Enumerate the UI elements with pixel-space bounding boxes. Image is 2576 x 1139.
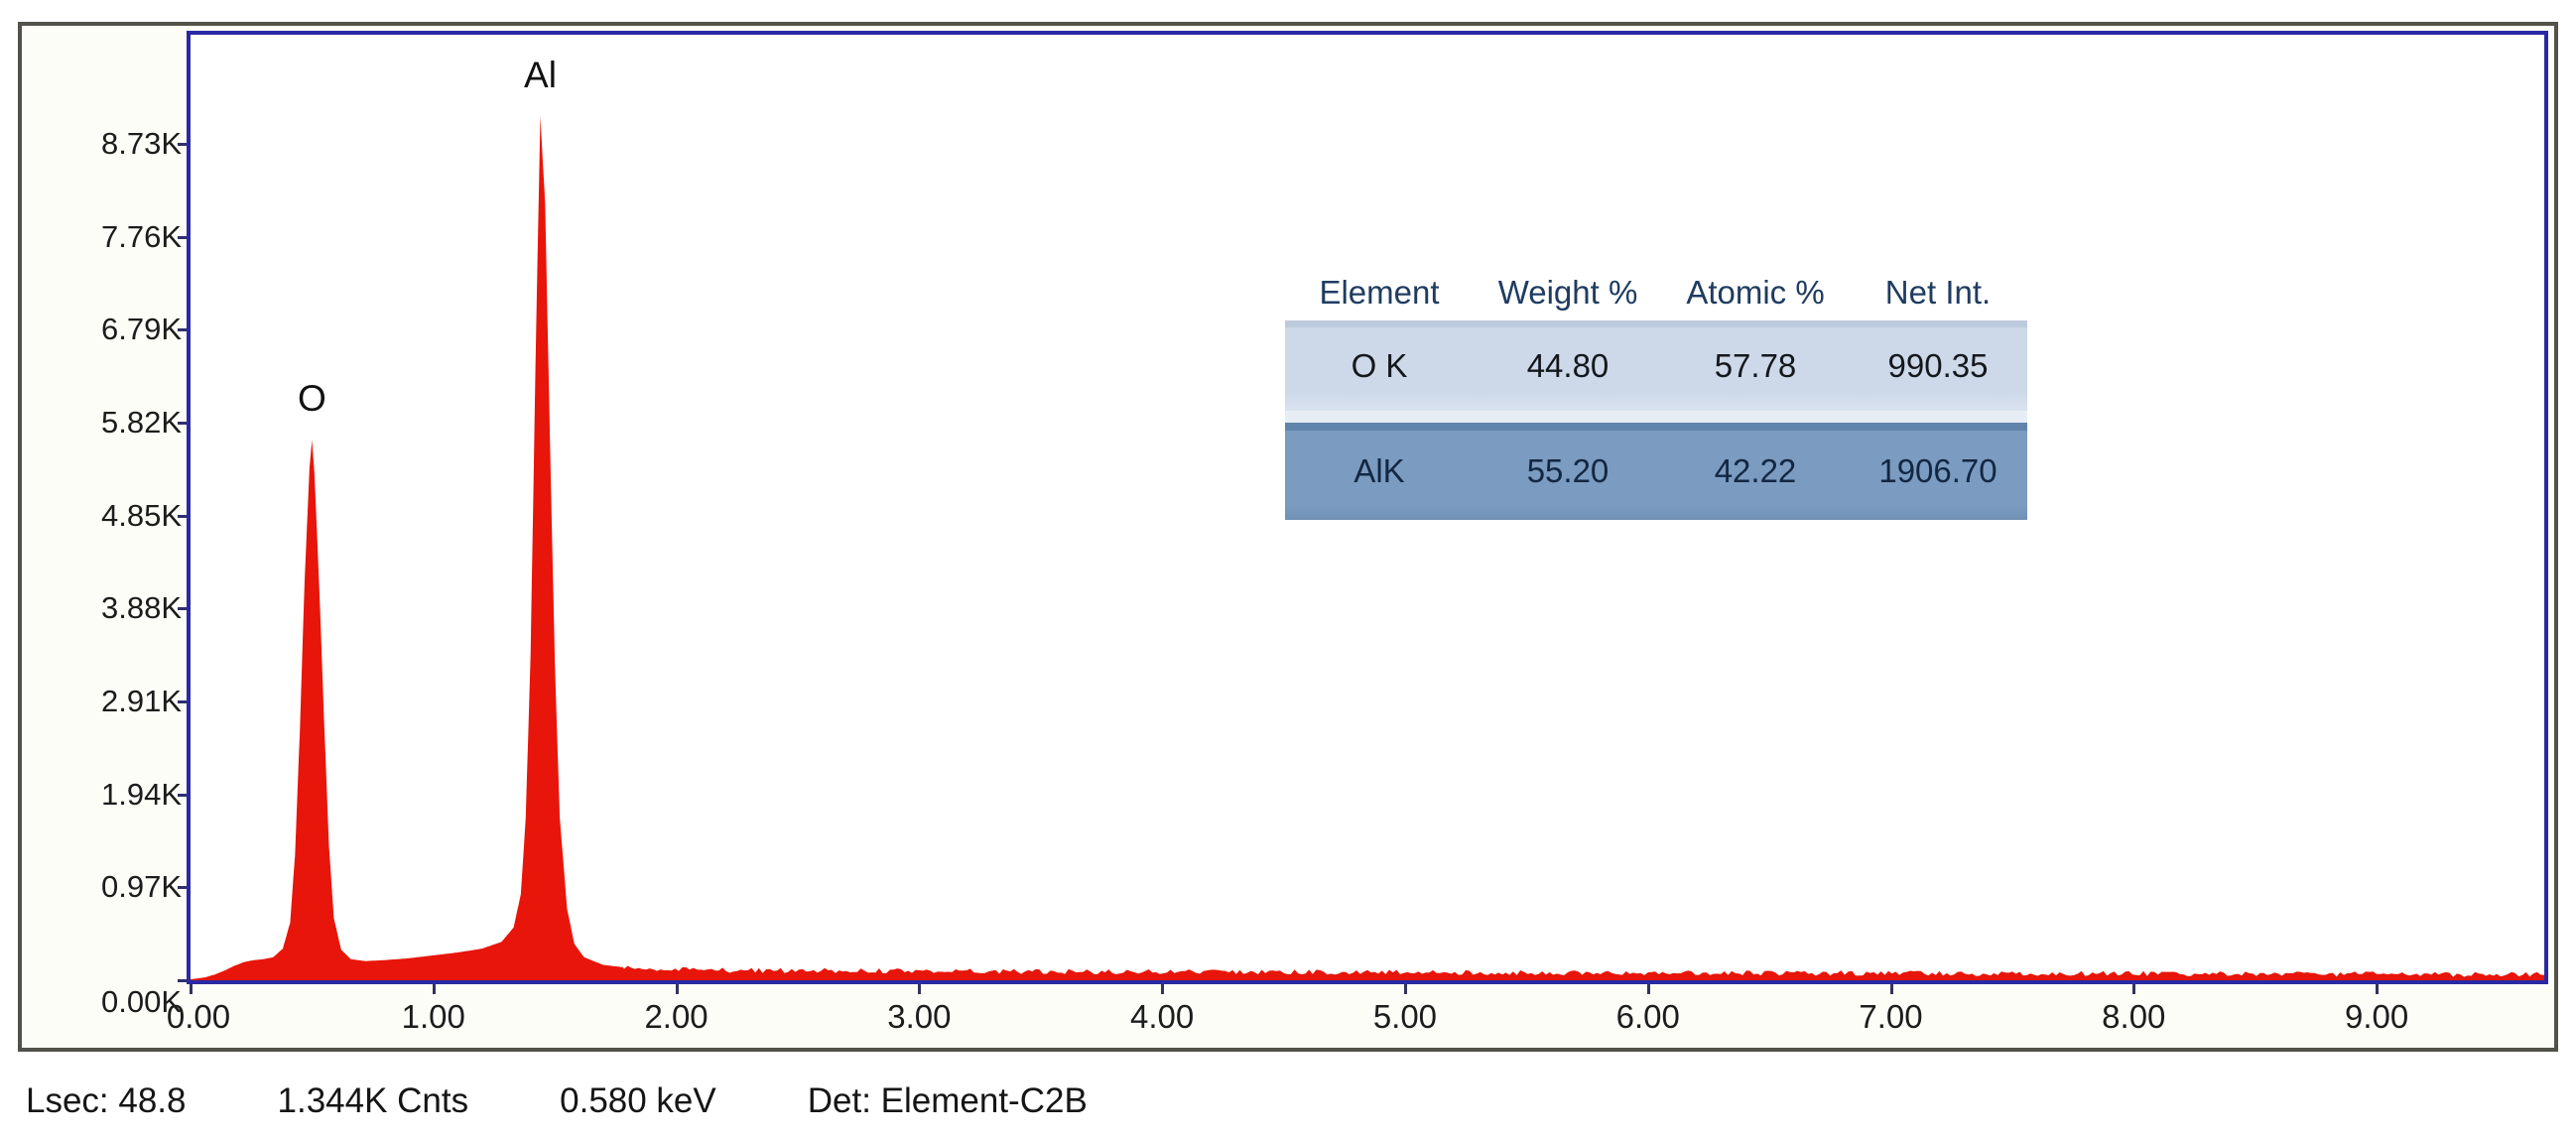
results-table-header: Element Weight % Atomic % Net Int. bbox=[1285, 270, 2027, 316]
x-axis-tick bbox=[1403, 984, 1407, 994]
cell-atomic: 57.78 bbox=[1714, 346, 1797, 384]
header-net-int: Net Int. bbox=[1884, 274, 1992, 311]
y-axis-tick-label: 4.85K bbox=[100, 497, 182, 533]
table-row-aluminum: AlK 55.20 42.22 1906.70 bbox=[1285, 423, 2027, 520]
peak-label-al: Al bbox=[524, 55, 557, 96]
header-weight: Weight % bbox=[1497, 274, 1638, 311]
y-axis-tick bbox=[178, 793, 187, 797]
y-axis-tick-label: 0.00K bbox=[100, 984, 182, 1019]
cell-weight: 44.80 bbox=[1526, 346, 1610, 384]
y-axis-tick-label: 2.91K bbox=[100, 684, 182, 719]
y-axis-tick bbox=[178, 328, 187, 332]
y-axis-tick-label: 3.88K bbox=[100, 590, 182, 626]
cell-weight: 55.20 bbox=[1526, 452, 1610, 489]
x-axis-tick bbox=[1161, 984, 1165, 994]
y-axis-tick-label: 0.97K bbox=[100, 869, 182, 905]
x-axis-tick-label: 9.00 bbox=[2344, 998, 2409, 1035]
y-axis-tick bbox=[178, 422, 187, 426]
x-axis-tick-label: 4.00 bbox=[1130, 998, 1195, 1035]
x-axis-tick-label: 3.00 bbox=[887, 998, 952, 1035]
x-axis-tick-label: 7.00 bbox=[1859, 998, 1923, 1035]
cell-element: AlK bbox=[1353, 452, 1405, 489]
cell-element: O K bbox=[1351, 346, 1408, 384]
cell-atomic: 42.22 bbox=[1714, 452, 1797, 489]
y-axis-tick-label: 5.82K bbox=[100, 405, 182, 441]
results-table: Element Weight % Atomic % Net Int. O K 4… bbox=[1285, 270, 2027, 520]
y-axis-tick-label: 7.76K bbox=[100, 218, 182, 254]
status-counts: 1.344K Cnts bbox=[277, 1081, 469, 1120]
status-detector: Det: Element-C2B bbox=[807, 1081, 1088, 1120]
x-axis-tick-label: 8.00 bbox=[2102, 998, 2166, 1035]
status-cursor-kev: 0.580 keV bbox=[560, 1081, 716, 1120]
x-axis-tick bbox=[432, 984, 436, 994]
x-axis-tick-label: 6.00 bbox=[1615, 998, 1680, 1035]
x-axis-tick-label: 1.00 bbox=[401, 998, 465, 1035]
header-atomic: Atomic % bbox=[1686, 274, 1825, 311]
status-bar: Lsec: 48.8 1.344K Cnts 0.580 keV Det: El… bbox=[26, 1081, 1088, 1121]
y-axis-tick-label: 1.94K bbox=[100, 776, 182, 812]
x-axis-tick bbox=[1646, 984, 1650, 994]
y-axis-tick-label: 6.79K bbox=[100, 312, 182, 347]
x-axis-tick bbox=[190, 984, 193, 994]
peak-label-o: O bbox=[298, 378, 326, 420]
x-axis-tick bbox=[2376, 984, 2380, 994]
x-axis-tick bbox=[918, 984, 922, 994]
y-axis-tick bbox=[178, 979, 187, 982]
table-row-oxygen: O K 44.80 57.78 990.35 bbox=[1285, 320, 2027, 411]
status-lsec: Lsec: 48.8 bbox=[26, 1081, 187, 1120]
y-axis-tick bbox=[178, 514, 187, 518]
y-axis-tick bbox=[178, 607, 187, 611]
x-axis-tick-label: 0.00 bbox=[166, 998, 231, 1035]
y-axis-tick bbox=[178, 235, 187, 239]
cell-net-int: 990.35 bbox=[1887, 346, 1989, 384]
y-axis-tick-label: 8.73K bbox=[100, 126, 182, 162]
x-axis-tick bbox=[1889, 984, 1893, 994]
x-axis-tick-label: 2.00 bbox=[644, 998, 708, 1035]
x-axis-tick-label: 5.00 bbox=[1372, 998, 1438, 1035]
x-axis-tick bbox=[675, 984, 679, 994]
cell-net-int: 1906.70 bbox=[1878, 452, 1997, 489]
header-element: Element bbox=[1319, 274, 1440, 311]
table-row-separator bbox=[1285, 411, 2027, 423]
y-axis-tick bbox=[178, 700, 187, 704]
y-axis-tick bbox=[178, 886, 187, 890]
y-axis-tick bbox=[178, 143, 187, 147]
x-axis-tick bbox=[2132, 984, 2136, 994]
spectrum-area-series bbox=[191, 116, 2544, 980]
